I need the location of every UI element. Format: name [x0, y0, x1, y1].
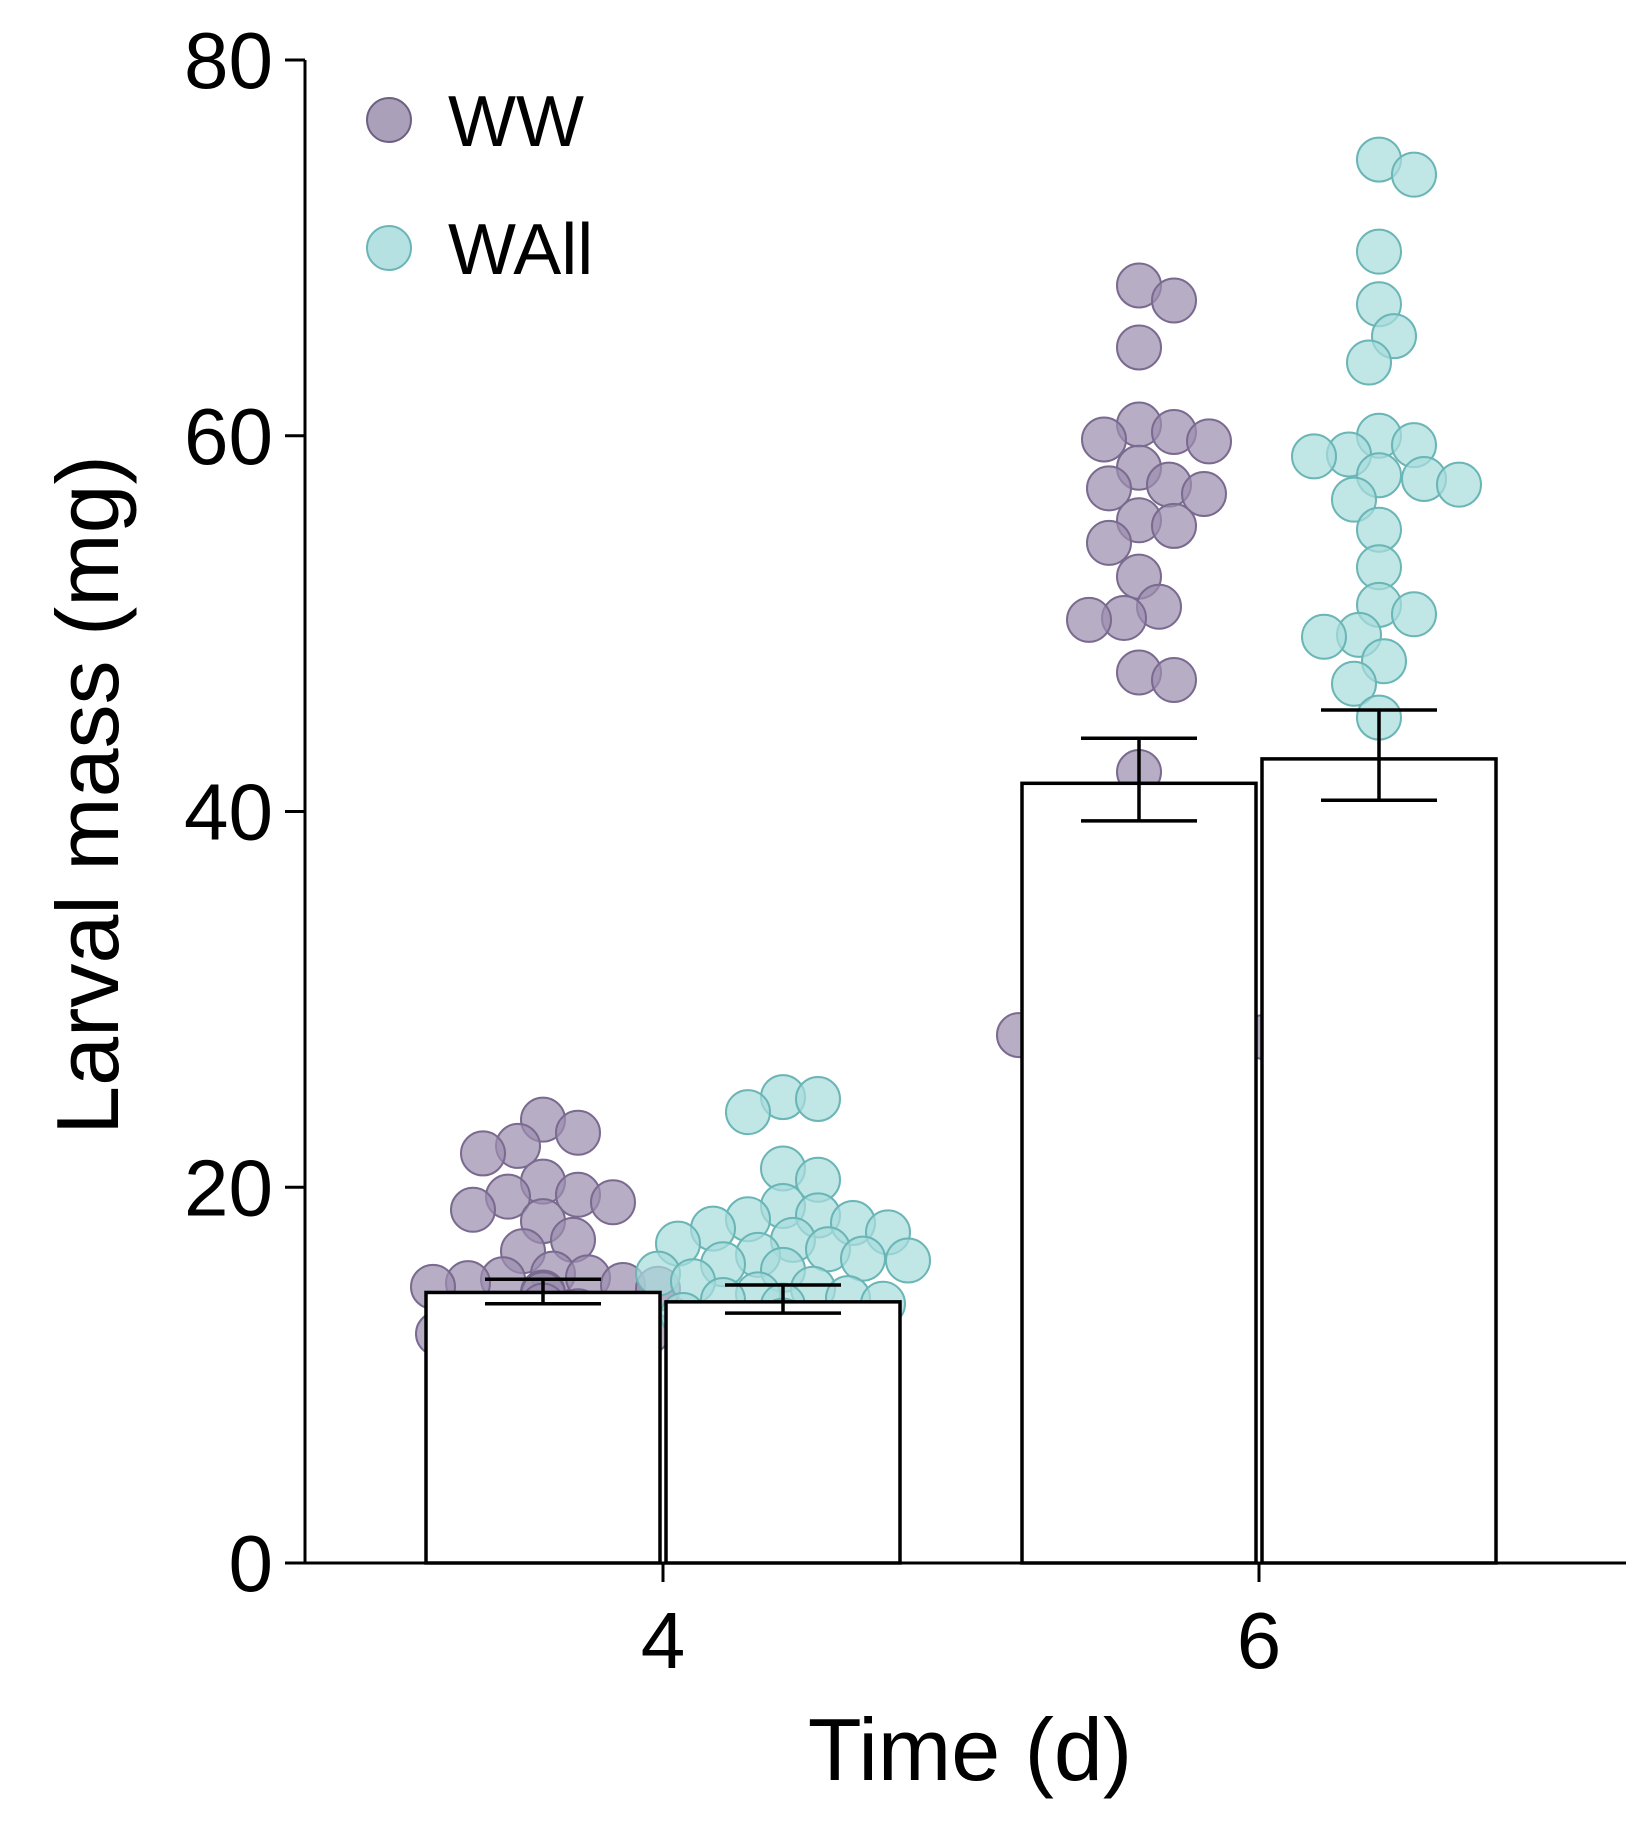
legend-marker-ww	[366, 97, 412, 143]
point-ww-day-6-9	[1086, 465, 1132, 512]
point-ww-day-6-12	[1151, 502, 1197, 549]
bar-ww-day-4	[424, 1290, 662, 1565]
y-ticks: 0 20 40 60 80	[184, 16, 305, 1608]
point-ww-day-6-1	[1151, 277, 1197, 324]
point-ww-day-6-2	[1116, 324, 1162, 371]
point-wall-day-6-5	[1346, 339, 1392, 386]
point-wall-day-6-21	[1331, 660, 1377, 707]
x-tick-label-4: 4	[641, 1596, 686, 1685]
point-wall-day-6-9	[1291, 433, 1337, 480]
point-ww-day-4-7	[590, 1179, 636, 1226]
y-tick-label-40: 40	[184, 768, 273, 857]
bars	[424, 757, 1498, 1565]
y-tick-label-60: 60	[184, 392, 273, 481]
point-wall-day-4-2	[725, 1089, 771, 1136]
axes: 0 20 40 60 80 4 6 Time (d) Larval mass (mg)	[38, 16, 1626, 1799]
legend-label-ww: WW	[448, 82, 584, 162]
point-wall-day-6-12	[1436, 461, 1482, 508]
y-tick-label-20: 20	[184, 1143, 273, 1232]
point-wall-day-4-1	[795, 1075, 841, 1122]
point-ww-day-6-19	[1151, 656, 1197, 703]
x-axis-title: Time (d)	[808, 1700, 1132, 1799]
point-ww-day-4-8	[450, 1186, 496, 1233]
legend: WW WAll	[366, 82, 593, 290]
point-ww-day-6-10	[1181, 470, 1227, 517]
point-ww-day-4-1	[555, 1109, 601, 1156]
point-ww-day-6-5	[1081, 416, 1127, 463]
y-tick-label-80: 80	[184, 16, 273, 105]
bar-ww-day-6	[1020, 781, 1258, 1565]
y-axis-title: Larval mass (mg)	[38, 455, 137, 1135]
bar-wall-day-4	[664, 1300, 902, 1565]
legend-marker-wall	[366, 225, 412, 271]
bar-wall-day-6	[1260, 757, 1498, 1565]
x-tick-label-6: 6	[1237, 1596, 1282, 1685]
x-ticks: 4 6	[641, 1563, 1282, 1685]
point-wall-day-6-13	[1331, 476, 1377, 523]
y-tick-label-0: 0	[229, 1519, 274, 1608]
point-wall-day-4-16	[885, 1237, 931, 1284]
error-bars	[485, 708, 1437, 1315]
point-ww-day-4-3	[460, 1130, 506, 1177]
point-wall-day-6-1	[1391, 151, 1437, 198]
legend-label-wall: WAll	[448, 210, 593, 290]
data-points	[410, 136, 1492, 1517]
point-ww-day-6-13	[1086, 519, 1132, 566]
point-ww-day-6-17	[1066, 596, 1112, 643]
point-wall-day-6-17	[1391, 591, 1437, 638]
point-wall-day-6-19	[1301, 613, 1347, 660]
point-ww-day-6-6	[1186, 418, 1232, 465]
point-wall-day-6-2	[1356, 228, 1402, 275]
point-wall-day-4-15	[840, 1235, 886, 1282]
